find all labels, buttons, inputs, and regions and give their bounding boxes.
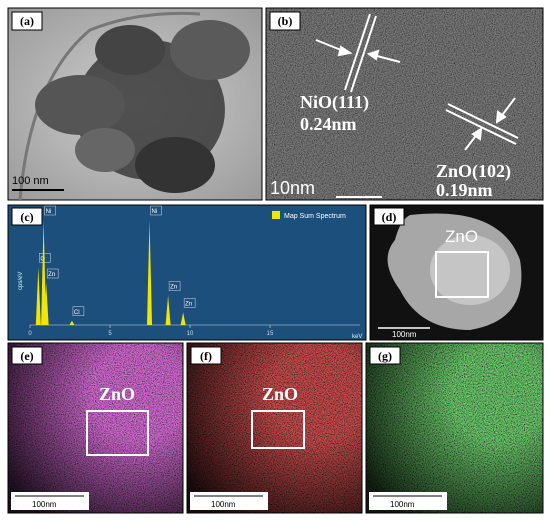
peak xyxy=(41,220,47,325)
peak-label-box xyxy=(183,298,196,308)
peak xyxy=(35,267,41,325)
scale-bar-label: 100nm xyxy=(211,500,236,509)
region-label: ZnO xyxy=(99,384,135,404)
region-label: ZnO xyxy=(445,227,478,246)
peak xyxy=(180,312,186,325)
panel-label: (c) xyxy=(20,210,33,224)
peak xyxy=(43,283,49,325)
peak xyxy=(147,220,153,325)
peak-label-box xyxy=(150,205,162,216)
y-axis-label: cps/eV xyxy=(18,272,24,290)
annotation: 0.19nm xyxy=(436,180,493,200)
panel-label: (b) xyxy=(278,14,293,28)
annotation: ZnO(102) xyxy=(436,161,511,182)
panel-label: (g) xyxy=(378,349,392,363)
panel-label: (a) xyxy=(20,14,34,28)
peak-label: Ni xyxy=(152,209,158,215)
panel-b: (b) NiO(111) 0.24nm ZnO(102) 0.19nm 10nm xyxy=(265,7,544,201)
panel-label: (e) xyxy=(20,349,33,363)
peak-label-box xyxy=(46,268,59,279)
x-tick-label: 15 xyxy=(267,331,274,337)
peak-label-box xyxy=(72,306,85,316)
annotation: 0.24nm xyxy=(300,114,357,134)
scale-bar-label: 100nm xyxy=(390,500,415,509)
x-tick-label: 0 xyxy=(28,331,32,337)
annotation: NiO(111) xyxy=(300,92,369,113)
panel-e: (e) ZnO 100nm xyxy=(7,342,184,514)
region-box xyxy=(435,251,489,298)
panel-d: (d) ZnO 100nm xyxy=(369,204,544,341)
legend-swatch xyxy=(272,211,280,219)
peak-label: Cl xyxy=(74,310,80,316)
scale-bar-label: 10nm xyxy=(270,178,315,198)
x-axis-label: keV xyxy=(352,334,362,340)
scale-bar-label: 100 nm xyxy=(12,175,49,187)
panel-label: (f) xyxy=(200,349,212,363)
scale-bar-label: 100nm xyxy=(392,330,417,339)
peak-label-box xyxy=(44,205,56,216)
scale-bar-label: 100nm xyxy=(32,500,57,509)
panel-a: (a) 100 nm xyxy=(7,7,263,201)
peak-label: Zn xyxy=(185,301,192,307)
peak xyxy=(165,295,171,325)
panel-label: (d) xyxy=(382,210,397,224)
peak-label: Zn xyxy=(48,272,55,278)
region-box xyxy=(251,410,305,449)
x-tick-label: 5 xyxy=(108,331,112,337)
x-tick-label: 10 xyxy=(187,331,194,337)
peak-label-box xyxy=(39,253,51,263)
region-label: ZnO xyxy=(262,384,298,404)
panel-g: (g) 100nm xyxy=(365,342,544,514)
peak-label: Ni xyxy=(46,209,52,215)
peak-label: Zn xyxy=(170,285,177,291)
panel-f: (f) ZnO 100nm xyxy=(186,342,363,514)
region-box xyxy=(86,410,149,456)
peak xyxy=(69,320,75,325)
peak-label-box xyxy=(168,281,181,291)
panel-c: (c) Map Sum Spectrum cps/eV keV 0 5 10 15ON… xyxy=(7,204,367,341)
legend-label: Map Sum Spectrum xyxy=(284,213,346,220)
panel-label-box xyxy=(11,11,43,31)
lattice-lines xyxy=(315,13,519,151)
